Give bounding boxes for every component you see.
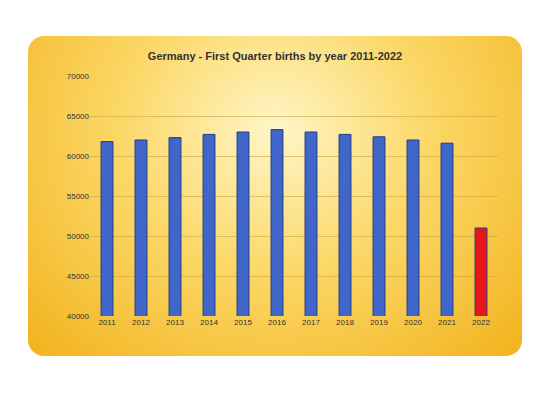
- svg-text:50000: 50000: [67, 232, 90, 241]
- svg-text:2013: 2013: [166, 318, 184, 327]
- svg-text:55000: 55000: [67, 192, 90, 201]
- svg-text:2020: 2020: [404, 318, 422, 327]
- svg-text:2022: 2022: [472, 318, 490, 327]
- svg-text:2017: 2017: [302, 318, 320, 327]
- svg-text:65000: 65000: [67, 112, 90, 121]
- svg-text:2021: 2021: [438, 318, 456, 327]
- svg-text:2012: 2012: [132, 318, 150, 327]
- svg-text:2016: 2016: [268, 318, 286, 327]
- svg-text:2011: 2011: [98, 318, 116, 327]
- svg-text:2019: 2019: [370, 318, 388, 327]
- svg-text:45000: 45000: [67, 272, 90, 281]
- svg-text:2014: 2014: [200, 318, 218, 327]
- svg-text:Germany - First Quarter births: Germany - First Quarter births by year 2…: [148, 50, 402, 62]
- svg-text:2018: 2018: [336, 318, 354, 327]
- svg-text:40000: 40000: [67, 312, 90, 321]
- svg-text:70000: 70000: [67, 72, 90, 81]
- svg-text:60000: 60000: [67, 152, 90, 161]
- svg-text:2015: 2015: [234, 318, 252, 327]
